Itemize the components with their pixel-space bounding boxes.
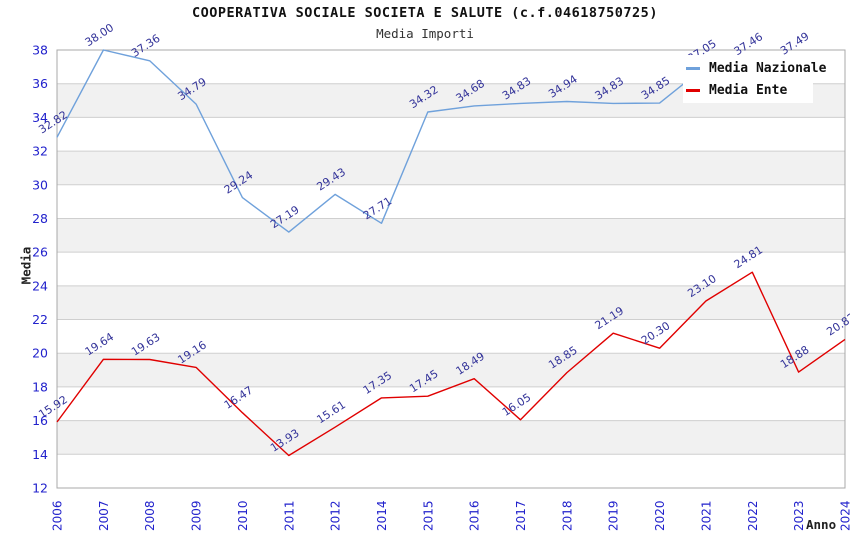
x-tick-label: 2024 [839, 500, 850, 531]
legend-item-media-nazionale: Media Nazionale [683, 60, 826, 76]
x-tick-label: 2007 [97, 500, 111, 531]
x-tick-label: 2015 [421, 500, 435, 531]
y-tick-label: 36 [32, 76, 48, 91]
band [57, 218, 845, 253]
y-tick-label: 18 [32, 379, 48, 394]
chart-subtitle: Media Importi [376, 26, 474, 41]
y-tick-label: 34 [32, 110, 48, 125]
value-label: 37.46 [732, 30, 765, 58]
x-tick-label: 2021 [699, 500, 713, 531]
y-tick-label: 26 [32, 245, 48, 260]
y-tick-label: 30 [32, 177, 48, 192]
value-label: 16.47 [222, 384, 255, 412]
x-tick-label: 2011 [282, 500, 296, 531]
series-line-0 [56, 49, 799, 233]
legend: Media Nazionale Media Ente [683, 55, 826, 103]
x-axis-title: Anno [806, 517, 837, 532]
x-tick-label: 2014 [375, 500, 389, 531]
x-tick-label: 2012 [329, 500, 343, 531]
y-tick-label: 14 [32, 447, 48, 462]
x-tick-label: 2019 [607, 500, 621, 531]
series-line-1 [56, 271, 846, 457]
value-label: 38.00 [83, 21, 116, 49]
x-tick-label: 2008 [143, 500, 157, 531]
value-label: 20.30 [639, 319, 672, 347]
value-label: 37.49 [778, 30, 811, 58]
y-axis-title: Media [18, 246, 34, 285]
y-tick-label: 28 [32, 211, 48, 226]
line-swatch-icon [686, 88, 700, 92]
y-tick-label: 24 [32, 278, 48, 293]
x-tick-label: 2017 [514, 500, 528, 531]
line-swatch-icon [686, 66, 700, 70]
y-tick-label: 16 [32, 413, 48, 428]
plot-border [56, 49, 846, 489]
x-tick-label: 2010 [236, 500, 250, 531]
x-tick-label: 2009 [190, 500, 204, 531]
x-tick-label: 2023 [792, 500, 806, 531]
y-tick-label: 12 [32, 481, 48, 496]
legend-item-media-ente: Media Ente [683, 82, 813, 98]
value-label: 16.05 [500, 391, 533, 419]
legend-label: Media Ente [709, 82, 788, 98]
x-tick-label: 2020 [653, 500, 667, 531]
x-tick-label: 2006 [51, 500, 65, 531]
band [57, 420, 845, 455]
y-tick-label: 20 [32, 346, 48, 361]
x-tick-label: 2022 [746, 500, 760, 531]
y-tick-label: 38 [32, 43, 48, 58]
legend-label: Media Nazionale [709, 60, 827, 76]
chart-title: COOPERATIVA SOCIALE SOCIETA E SALUTE (c.… [192, 5, 658, 21]
band [57, 353, 845, 387]
y-tick-label: 22 [32, 312, 48, 327]
band [57, 151, 845, 185]
value-label: 37.36 [129, 32, 162, 60]
x-tick-label: 2018 [560, 500, 574, 531]
band [57, 285, 845, 320]
x-tick-label: 2016 [468, 500, 482, 531]
y-tick-label: 32 [32, 144, 48, 159]
